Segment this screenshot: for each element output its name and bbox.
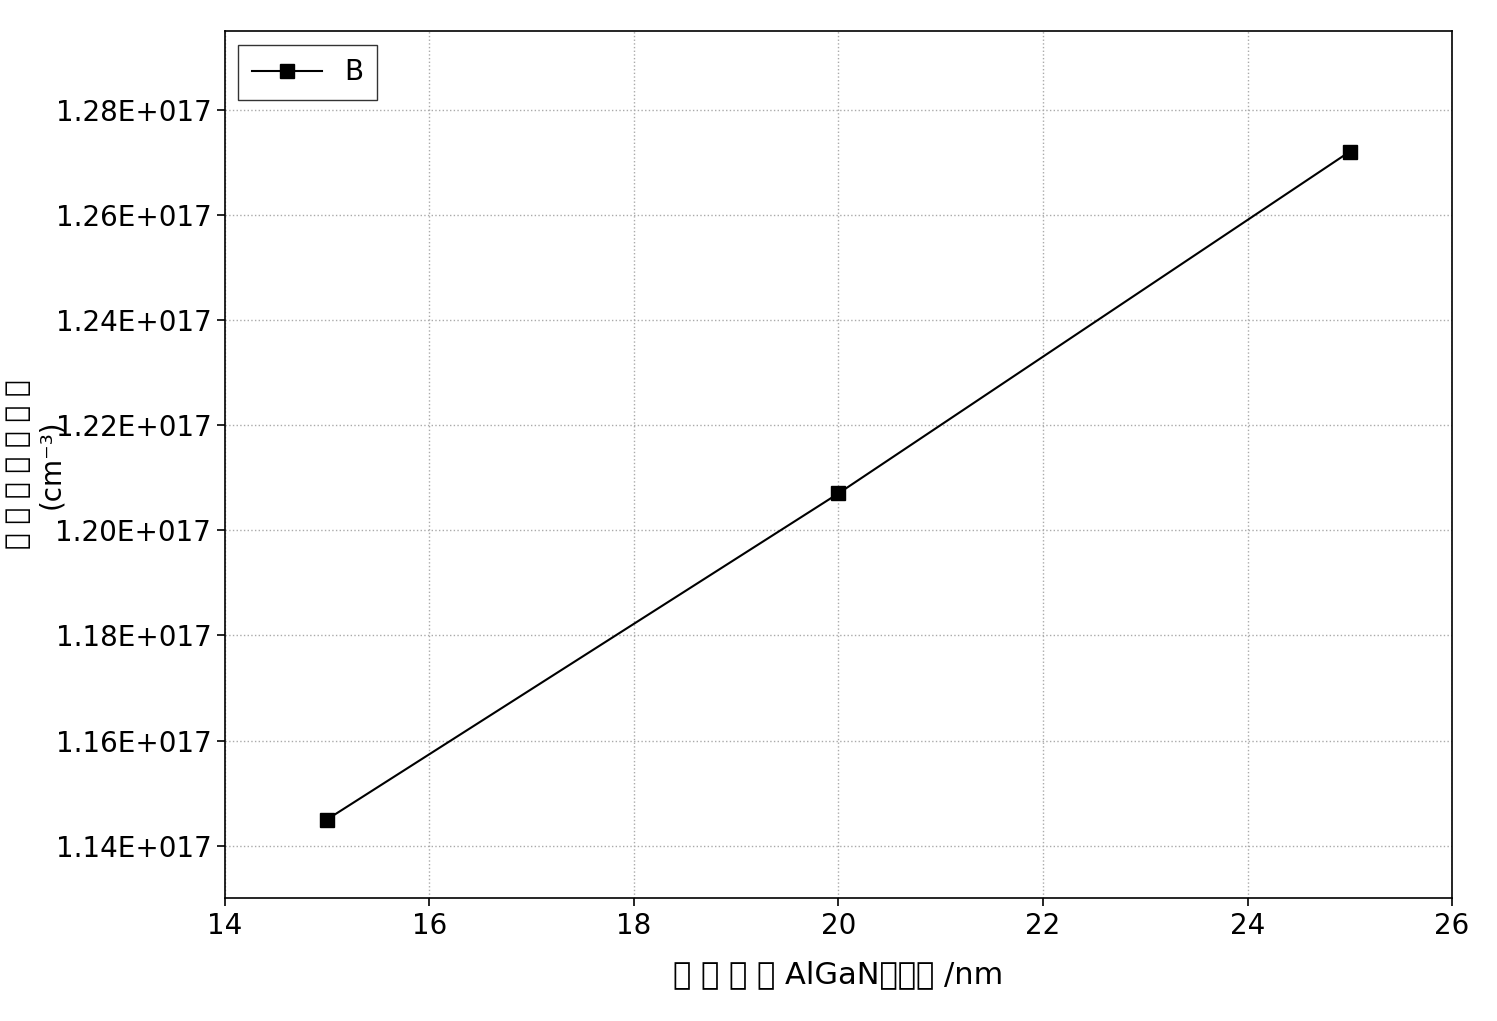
B xyxy=(1341,145,1359,157)
X-axis label: 第 一 势 垒 AlGaN层厘度 /nm: 第 一 势 垒 AlGaN层厘度 /nm xyxy=(674,961,1003,989)
Y-axis label: 二 维 电 子 气 浓 度
(cm⁻³): 二 维 电 子 气 浓 度 (cm⁻³) xyxy=(4,380,64,549)
Line: B: B xyxy=(320,145,1356,827)
Legend: B: B xyxy=(238,45,377,100)
B xyxy=(317,814,335,826)
B xyxy=(829,487,847,499)
